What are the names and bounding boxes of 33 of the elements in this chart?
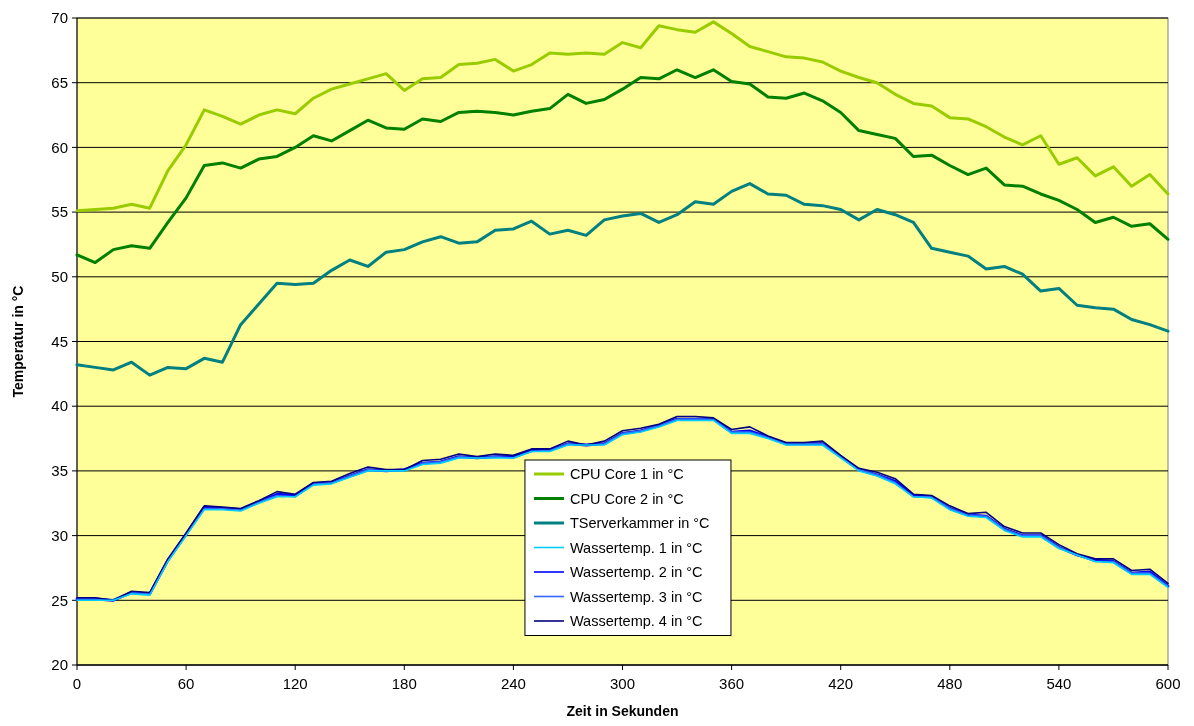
x-tick-label: 300 [609,675,636,692]
legend-label: Wassertemp. 4 in °C [569,613,703,630]
x-tick-label: 480 [937,675,963,692]
y-tick-label: 60 [51,138,68,156]
y-tick-label: 45 [51,332,68,350]
y-axis-title: Temperatur in °C [9,285,26,398]
x-axis-title: Zeit in Sekunden [566,703,679,719]
y-tick-label: 35 [51,462,68,480]
x-tick-label: 360 [719,675,745,692]
x-tick-label: 0 [72,675,82,692]
y-tick-label: 25 [51,591,68,609]
x-tick-label: 540 [1046,675,1072,692]
x-tick-label: 180 [391,675,417,692]
x-tick-label: 120 [282,675,308,692]
legend-label: Wassertemp. 1 in °C [569,539,703,556]
y-tick-label: 50 [51,268,68,286]
line-series [75,68,1170,265]
y-tick-label: 70 [51,9,68,27]
y-tick-label: 30 [51,526,68,544]
legend-label: CPU Core 2 in °C [569,490,684,507]
legend-label: Wassertemp. 3 in °C [569,588,703,605]
legend-label: TServerkammer in °C [569,515,710,532]
x-tick-label: 600 [1155,675,1181,692]
y-tick-label: 65 [51,73,68,91]
legend-label: CPU Core 1 in °C [569,466,684,483]
legend-label: Wassertemp. 2 in °C [569,564,703,581]
x-tick-label: 420 [828,675,854,692]
y-tick-label: 55 [51,203,68,221]
y-tick-label: 20 [51,656,68,674]
line-series [75,182,1170,377]
y-tick-label: 40 [51,397,68,415]
x-tick-label: 60 [177,675,195,692]
x-tick-label: 240 [500,675,526,692]
